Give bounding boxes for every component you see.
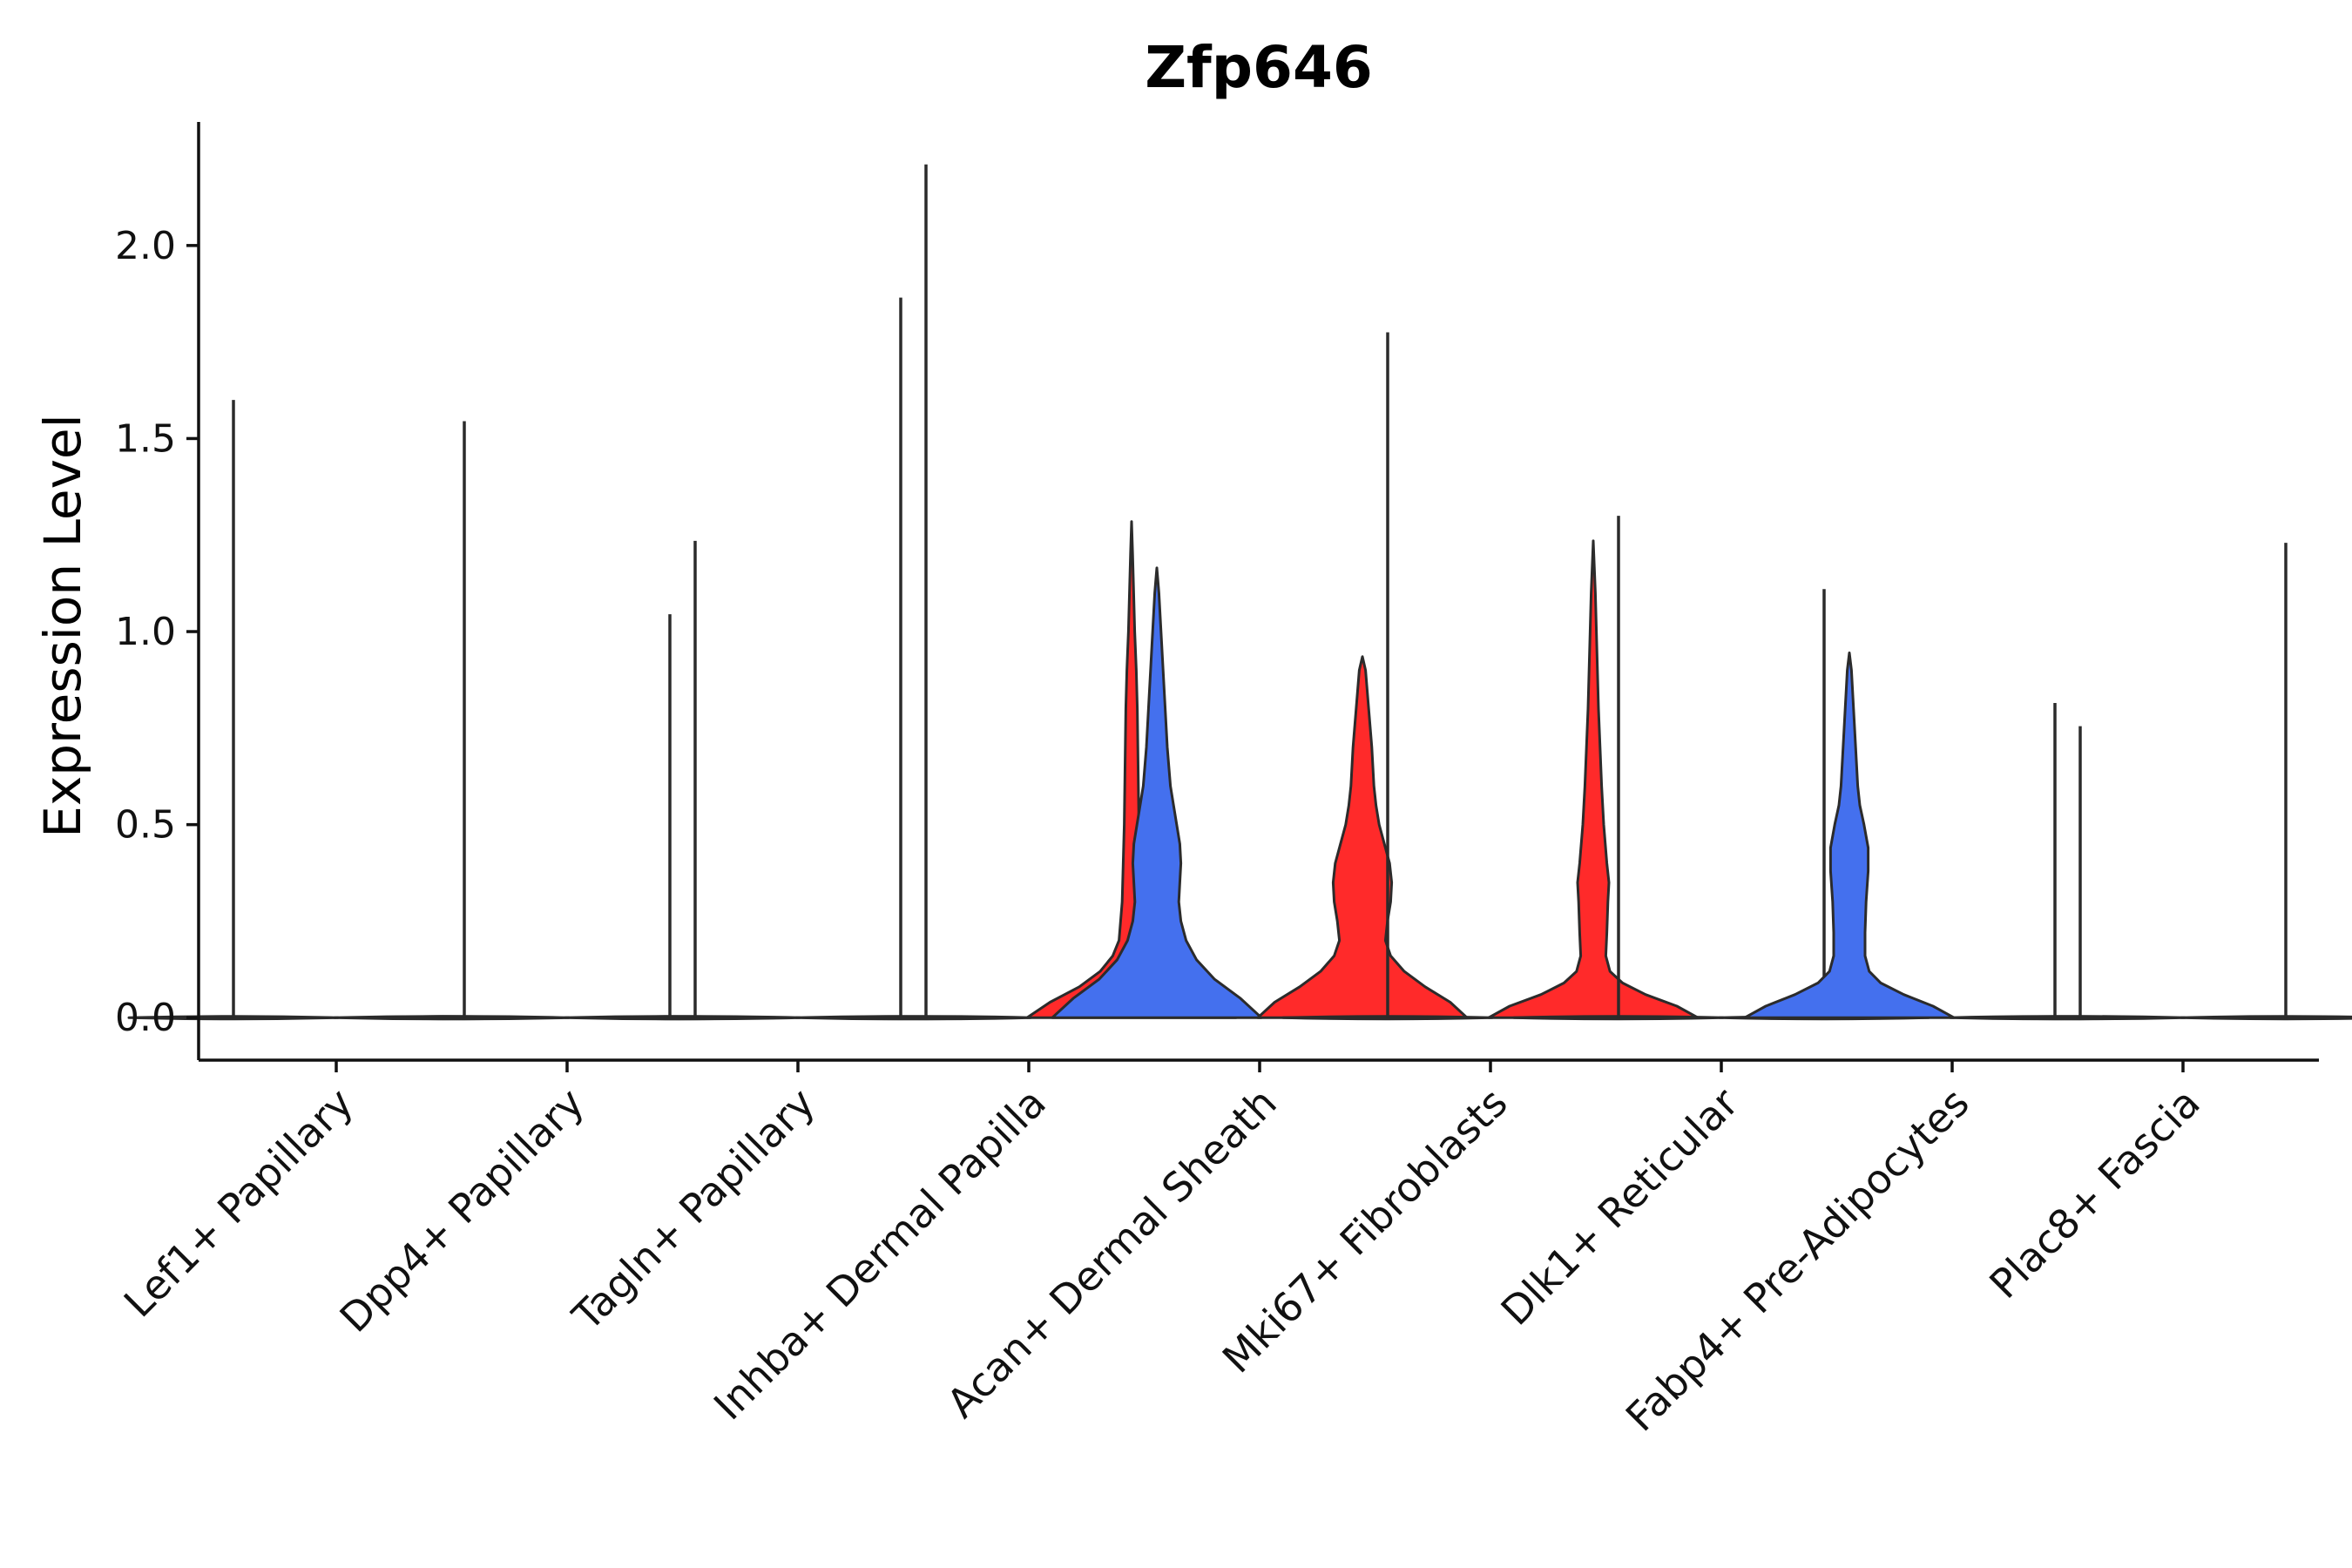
plot-area — [127, 164, 2352, 1021]
violin-flat — [1281, 332, 1494, 1021]
y-tick-label: 2.0 — [115, 224, 176, 268]
violin-flat — [1512, 516, 1725, 1021]
violin-flat — [564, 614, 776, 1021]
x-tick-label: Dlk1+ Reticular — [1492, 1079, 1747, 1335]
violin-body — [1743, 651, 1956, 1019]
violin-blue — [1051, 566, 1263, 1019]
violin-body — [1487, 539, 1700, 1019]
violin-flat — [1974, 726, 2186, 1021]
y-tick-label: 0.0 — [115, 996, 176, 1040]
violin-flat — [1949, 703, 2161, 1021]
y-tick-label: 1.5 — [115, 416, 176, 461]
y-axis-ticks: 0.0 0.5 1.0 1.5 2.0 — [115, 224, 199, 1040]
violin-flat — [589, 540, 801, 1021]
violin-flat — [820, 164, 1032, 1021]
violin-flat — [2180, 543, 2352, 1021]
violin-blue — [1743, 651, 1956, 1019]
violin-red — [1487, 539, 1700, 1019]
violin-body — [1051, 566, 1263, 1019]
violin-flat — [358, 421, 571, 1021]
violin-body — [2180, 1015, 2352, 1021]
y-tick-label: 1.0 — [115, 610, 176, 654]
violin-red — [1256, 655, 1469, 1019]
x-tick-label: Lef1+ Papillary — [115, 1079, 362, 1327]
violin-body — [1256, 655, 1469, 1019]
y-axis-label: Expression Level — [33, 414, 92, 837]
x-tick-label: Dpp4+ Papillary — [331, 1079, 593, 1342]
violin-flat — [1718, 589, 1930, 1021]
violin-flat — [127, 400, 340, 1021]
x-tick-label: Plac8+ Fascia — [1980, 1079, 2208, 1308]
y-tick-label: 0.5 — [115, 803, 176, 848]
violin-flat — [794, 297, 1007, 1021]
chart-title: Zfp646 — [1145, 34, 1373, 101]
x-tick-label: Tagln+ Papillary — [563, 1079, 824, 1341]
